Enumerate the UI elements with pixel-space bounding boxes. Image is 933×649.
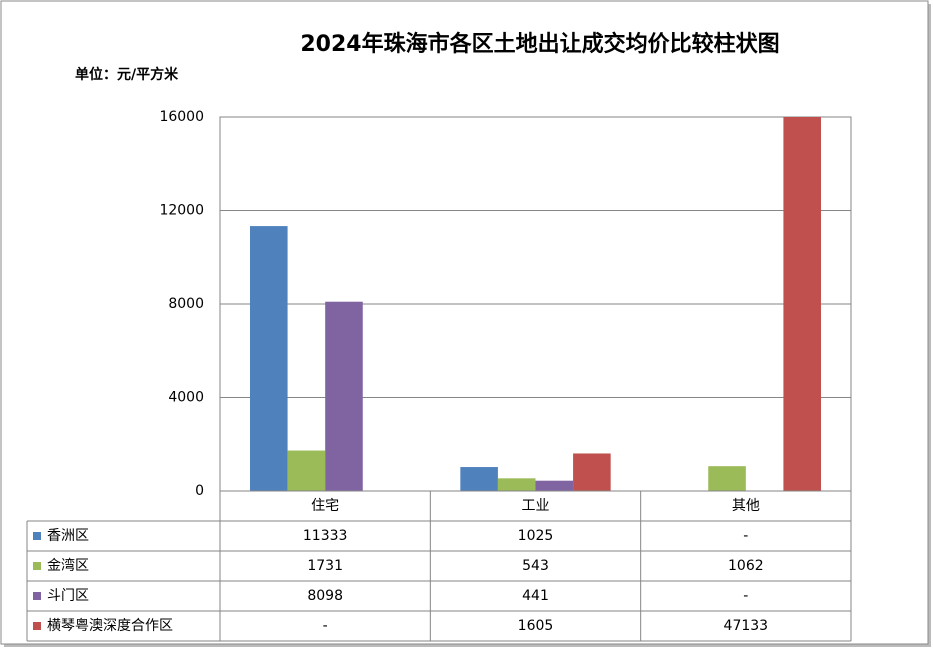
legend-swatch <box>33 622 41 630</box>
bar <box>250 226 288 491</box>
bar <box>497 478 536 491</box>
legend-label: 横琴粤澳深度合作区 <box>47 618 173 634</box>
table-cell: - <box>743 588 748 604</box>
table-cell: 543 <box>522 558 549 574</box>
bar <box>573 453 611 491</box>
legend-label: 香洲区 <box>47 528 89 544</box>
legend-swatch <box>33 562 41 570</box>
unit-label: 单位：元/平方米 <box>75 66 179 83</box>
bar <box>325 301 363 491</box>
table-cell: 1731 <box>307 558 343 574</box>
bar <box>535 480 574 491</box>
table-cell: 1062 <box>728 558 764 574</box>
table-cell: 1025 <box>518 528 554 544</box>
bar <box>783 117 821 491</box>
y-tick-label: 8000 <box>168 296 204 312</box>
legend-label: 金湾区 <box>47 557 89 574</box>
y-tick-label: 16000 <box>159 109 204 125</box>
legend-swatch <box>33 592 41 600</box>
bar <box>708 466 746 491</box>
table-cell: - <box>323 618 328 634</box>
table-cell: 8098 <box>307 588 343 604</box>
table-cell: 441 <box>522 588 549 604</box>
table-cell: 47133 <box>724 618 769 634</box>
bars <box>250 117 821 491</box>
chart-title: 2024年珠海市各区土地出让成交均价比较柱状图 <box>300 31 779 57</box>
table-cell: 1605 <box>518 618 554 634</box>
table-cell: 11333 <box>303 528 348 544</box>
x-tick-label: 住宅 <box>311 498 339 514</box>
y-tick-label: 0 <box>195 483 204 499</box>
bar <box>460 467 498 491</box>
table-cell: - <box>743 528 748 544</box>
x-tick-label: 工业 <box>522 498 550 514</box>
y-tick-label: 12000 <box>159 203 204 219</box>
legend-label: 斗门区 <box>47 588 89 604</box>
bar <box>287 450 326 491</box>
legend-swatch <box>33 532 41 540</box>
y-tick-label: 4000 <box>168 390 204 406</box>
x-tick-label: 其他 <box>732 498 760 514</box>
